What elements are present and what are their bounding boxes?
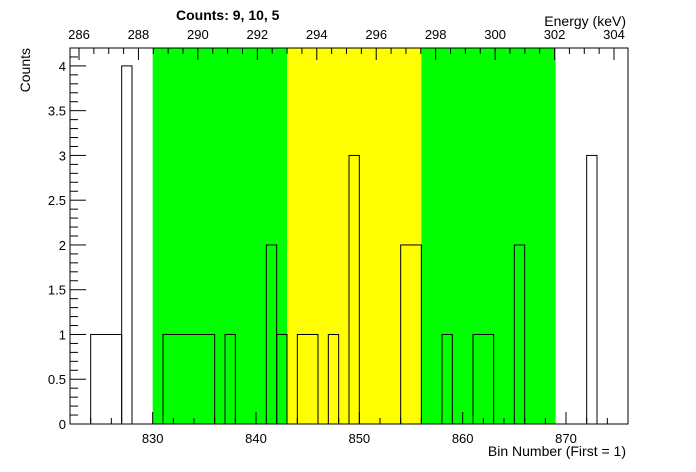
x2-tick-label-288: 288 [128,27,150,42]
x2-tick-label-302: 302 [544,27,566,42]
x-axis-label: Bin Number (First = 1) [488,443,626,459]
x2-tick-label-304: 304 [603,27,625,42]
histogram-bin-16 [400,244,422,425]
histogram-bin-14 [348,154,360,425]
histogram-bin-5 [224,333,236,425]
histogram-bin-12 [327,333,340,425]
histogram-bin-10 [296,333,319,425]
histogram-bin-24 [586,154,598,425]
top-axis-label: Energy (keV) [544,13,626,29]
x-tick-label-850: 850 [348,431,370,446]
x-tick-label-860: 860 [452,431,474,446]
y-tick-label-0.5: 0.5 [48,372,66,387]
histogram-bin-3 [162,333,216,425]
x-tick-label-840: 840 [245,431,267,446]
y-tick-label-2: 2 [59,238,66,253]
x2-tick-label-298: 298 [425,27,447,42]
histogram-bin-8 [276,333,288,425]
highlight-region-2 [421,48,556,424]
chart-title: Counts: 9, 10, 5 [176,7,280,23]
y-tick-label-1: 1 [59,327,66,342]
highlight-region-0 [152,48,287,424]
highlight-region-1 [287,48,422,424]
x2-tick-label-286: 286 [68,27,90,42]
y-tick-label-3: 3 [59,148,66,163]
histogram-bin-0 [90,333,123,425]
y-tick-label-4: 4 [59,59,66,74]
x-tick-label-870: 870 [555,431,577,446]
x2-tick-label-294: 294 [306,27,328,42]
highlight-regions [152,48,556,424]
y-tick-label-2.5: 2.5 [48,193,66,208]
x2-tick-label-290: 290 [187,27,209,42]
histogram-bin-22 [513,244,526,425]
x2-tick-label-292: 292 [246,27,268,42]
y-axis-label: Counts [17,48,33,92]
y-tick-label-1.5: 1.5 [48,283,66,298]
x2-tick-label-296: 296 [365,27,387,42]
x-tick-label-830: 830 [142,431,164,446]
histogram-bin-18 [441,333,453,425]
x2-tick-label-300: 300 [484,27,506,42]
y-tick-label-0: 0 [59,417,66,432]
histogram-bin-1 [121,65,133,425]
y-tick-label-3.5: 3.5 [48,104,66,119]
